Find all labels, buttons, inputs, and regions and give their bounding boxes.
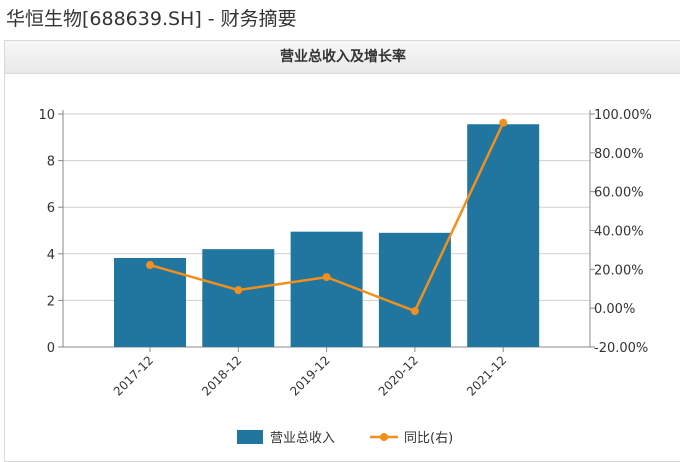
- x-tick-label: 2017-12: [111, 353, 156, 398]
- x-tick-label: 2018-12: [199, 353, 244, 398]
- bar: [378, 232, 451, 347]
- left-tick-label: 2: [47, 294, 55, 309]
- right-tick-label: 0.00%: [594, 302, 635, 317]
- x-tick-label: 2020-12: [376, 353, 421, 398]
- bar: [290, 231, 363, 347]
- line-point: [234, 286, 243, 295]
- line-point: [410, 307, 419, 316]
- right-tick-label: -20.00%: [594, 341, 648, 356]
- right-tick-label: 40.00%: [594, 225, 644, 240]
- legend-line-label: 同比(右): [404, 431, 453, 446]
- chart-title: 营业总收入及增长率: [5, 41, 680, 74]
- x-tick-label: 2019-12: [287, 353, 332, 398]
- page-title: 华恒生物[688639.SH] - 财务摘要: [6, 8, 297, 30]
- line-point: [499, 118, 508, 127]
- right-tick-label: 100.00%: [594, 108, 652, 123]
- right-tick-label: 80.00%: [594, 147, 644, 162]
- legend-bar-label: 营业总收入: [270, 431, 335, 446]
- legend-bar-swatch: [237, 430, 263, 444]
- bar: [467, 124, 540, 347]
- left-tick-label: 0: [47, 341, 55, 356]
- left-tick-label: 4: [47, 248, 55, 263]
- left-tick-label: 8: [47, 155, 55, 170]
- line-point: [146, 261, 154, 270]
- legend-line-marker: [380, 433, 388, 441]
- left-tick-label: 10: [38, 108, 55, 123]
- line-point: [322, 273, 331, 282]
- right-tick-label: 20.00%: [594, 263, 644, 278]
- right-tick-label: 60.00%: [594, 186, 644, 201]
- bar: [202, 249, 275, 347]
- left-tick-label: 6: [47, 201, 55, 216]
- x-tick-label: 2021-12: [464, 353, 509, 398]
